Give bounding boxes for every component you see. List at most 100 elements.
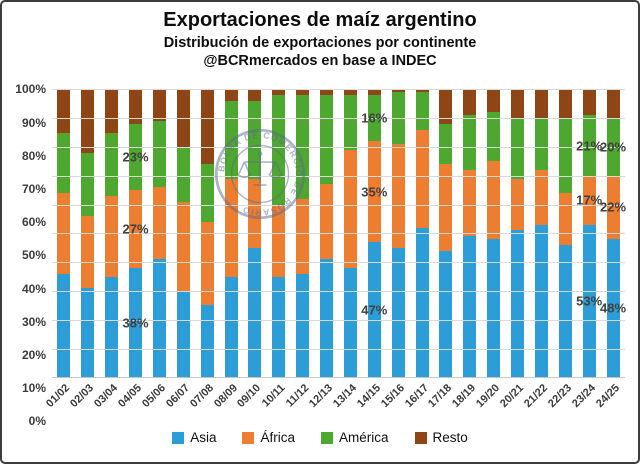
data-label: 48% — [600, 300, 627, 316]
segment-resto — [296, 89, 310, 96]
gridline — [52, 175, 625, 177]
segment-resto — [105, 89, 119, 133]
data-label: 22% — [600, 199, 627, 215]
x-axis-tick-label: 23/24 — [569, 382, 598, 411]
gridline — [52, 204, 625, 206]
segment-resto — [320, 89, 334, 96]
segment-asia — [248, 247, 262, 378]
stacked-bar — [343, 89, 357, 378]
y-axis-tick-label: 80% — [21, 148, 46, 163]
data-label: 47% — [361, 302, 388, 318]
bar-series-container — [52, 89, 625, 378]
segment-américa — [487, 112, 501, 162]
segment-áfrica — [582, 175, 596, 225]
segment-américa — [463, 115, 477, 170]
data-label: 35% — [361, 184, 388, 200]
y-axis-tick-label: 20% — [21, 347, 46, 362]
data-label: 53% — [576, 293, 603, 309]
segment-asia — [272, 276, 286, 378]
stacked-bar — [582, 89, 596, 378]
bar-column-19/20 — [482, 89, 506, 378]
segment-resto — [200, 89, 214, 165]
stacked-bar — [606, 89, 620, 378]
legend-label: Resto — [432, 430, 468, 446]
segment-américa — [320, 95, 334, 185]
x-axis-tick-label: 05/06 — [139, 382, 168, 411]
segment-américa — [152, 121, 166, 188]
segment-asia — [439, 250, 453, 378]
x-axis-tick-label: 15/16 — [378, 382, 407, 411]
legend-swatch-icon — [242, 431, 255, 444]
segment-áfrica — [152, 187, 166, 260]
x-axis-tick-label: 06/07 — [163, 382, 192, 411]
x-axis-tick-label: 20/21 — [498, 382, 527, 411]
segment-asia — [129, 267, 143, 378]
stacked-bar — [320, 89, 334, 378]
segment-asia — [391, 247, 405, 378]
segment-resto — [463, 89, 477, 116]
data-label: 27% — [122, 221, 149, 237]
bar-column-20/21 — [506, 89, 530, 378]
stacked-bar — [105, 89, 119, 378]
segment-resto — [343, 89, 357, 96]
segment-asia — [558, 244, 572, 378]
segment-asia — [152, 259, 166, 378]
bar-column-03/04 — [100, 89, 124, 378]
stacked-bar — [558, 89, 572, 378]
segment-resto — [152, 89, 166, 122]
gridline — [52, 377, 625, 379]
x-axis-tick-label: 17/18 — [426, 382, 455, 411]
segment-asia — [343, 267, 357, 378]
data-label: 21% — [576, 138, 603, 153]
legend-swatch-icon — [172, 431, 185, 444]
segment-resto — [439, 89, 453, 124]
bar-column-24/25 — [601, 89, 625, 378]
gridline — [52, 319, 625, 321]
segment-américa — [582, 115, 596, 176]
x-axis-tick-label: 14/15 — [354, 382, 383, 411]
y-axis-tick-label: 60% — [21, 215, 46, 230]
stacked-bar — [200, 89, 214, 378]
segment-áfrica — [391, 144, 405, 248]
legend-item-asia: Asia — [172, 430, 216, 445]
segment-asia — [415, 227, 429, 378]
segment-áfrica — [558, 193, 572, 245]
stacked-bar — [487, 89, 501, 378]
segment-resto — [367, 89, 381, 96]
segment-áfrica — [200, 221, 214, 306]
segment-áfrica — [534, 170, 548, 225]
data-label: 38% — [122, 315, 149, 331]
segment-américa — [200, 164, 214, 222]
segment-resto — [272, 89, 286, 96]
chart-area: BOLSA DE COMERCIO DE ROSARIO 23% 27% 38% 16… — [8, 82, 627, 428]
segment-asia — [534, 224, 548, 378]
x-axis-tick-label: 08/09 — [211, 382, 240, 411]
plot-area: BOLSA DE COMERCIO DE ROSARIO 23% 27% 38% 16… — [52, 89, 627, 379]
segment-áfrica — [248, 178, 262, 248]
gridline — [52, 233, 625, 235]
segment-américa — [129, 123, 143, 191]
segment-resto — [606, 89, 620, 119]
segment-áfrica — [439, 164, 453, 251]
chart-legend: Asia África América Resto — [2, 430, 638, 445]
segment-américa — [105, 132, 119, 196]
segment-américa — [224, 100, 238, 179]
segment-asia — [224, 276, 238, 378]
bar-column-14/15 — [362, 89, 386, 378]
segment-áfrica — [320, 184, 334, 260]
segment-américa — [57, 132, 71, 194]
bar-column-23/24 — [577, 89, 601, 378]
data-label: 23% — [122, 149, 149, 165]
segment-resto — [224, 89, 238, 101]
segment-américa — [439, 123, 453, 165]
segment-asia — [81, 288, 95, 378]
x-axis-tick-label: 13/14 — [330, 382, 359, 411]
segment-áfrica — [272, 204, 286, 277]
legend-swatch-icon — [414, 431, 427, 444]
page-title: Exportaciones de maíz argentino — [163, 9, 477, 31]
chart-subtitle: Distribución de exportaciones por contin… — [163, 35, 477, 51]
x-axis-tick-label: 22/23 — [545, 382, 574, 411]
legend-swatch-icon — [320, 431, 333, 444]
y-axis-tick-label: 10% — [21, 381, 46, 396]
legend-label: América — [338, 430, 389, 446]
